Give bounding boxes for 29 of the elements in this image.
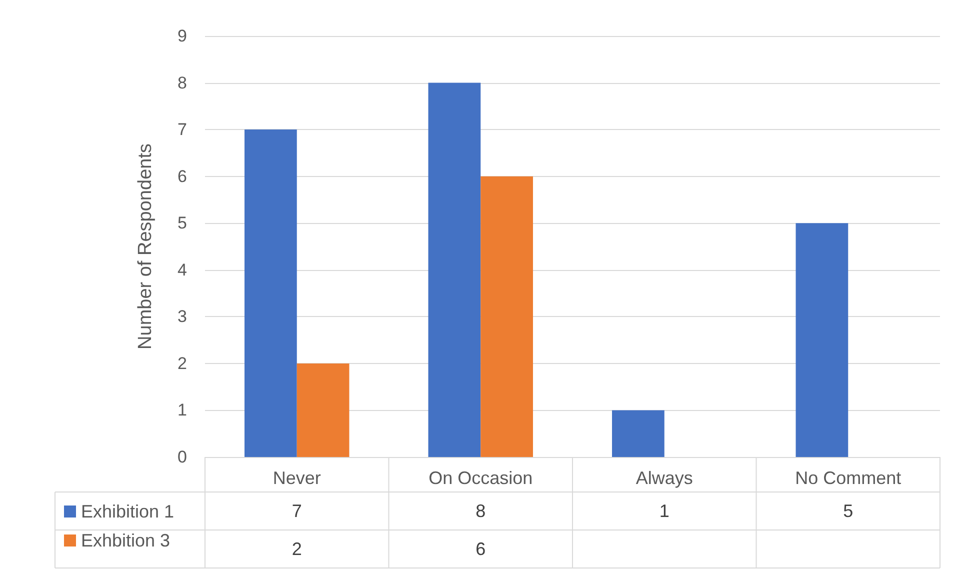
x-tick-label: Never [272,468,321,488]
bar [796,223,848,457]
y-tick-label: 5 [178,214,187,233]
x-tick-label: Always [636,468,693,488]
bar [244,130,297,457]
data-label: 1 [659,501,670,521]
y-axis-title: Number of Respondents [135,144,156,350]
y-tick-label: 8 [178,73,187,92]
x-tick-label: On Occasion [428,468,533,488]
data-label: 2 [292,539,302,559]
data-label: 5 [843,501,854,521]
y-tick-label: 7 [178,120,187,140]
y-tick-label: 4 [178,260,187,280]
y-tick-label: 2 [178,354,187,373]
data-label: 8 [476,501,486,521]
bar [296,363,350,457]
legend-label: Exhibition 1 [81,502,174,522]
bar [428,82,481,457]
y-tick-label: 0 [178,448,187,466]
bar [480,176,533,457]
legend-label: Exhbition 3 [81,530,170,550]
x-tick-label: No Comment [795,468,902,488]
data-label: 7 [292,501,302,521]
y-tick-label: 9 [178,26,187,46]
bar [612,410,664,457]
data-label: 6 [476,539,486,559]
y-tick-label: 6 [178,166,187,186]
y-tick-label: 3 [178,307,187,326]
y-tick-label: 1 [178,400,187,420]
